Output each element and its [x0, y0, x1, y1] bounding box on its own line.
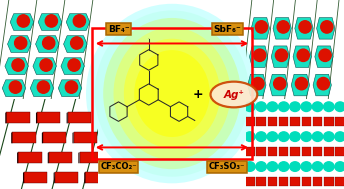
Ellipse shape — [95, 10, 249, 177]
Text: CF₃SO₃⁻: CF₃SO₃⁻ — [209, 162, 245, 171]
Ellipse shape — [86, 4, 258, 183]
Bar — [92, 28, 252, 159]
Ellipse shape — [103, 18, 241, 169]
Text: Ag⁺: Ag⁺ — [224, 90, 244, 99]
Circle shape — [211, 82, 257, 107]
Ellipse shape — [124, 39, 220, 148]
Text: BF₄⁻: BF₄⁻ — [108, 25, 129, 34]
Text: CF₃CO₂⁻: CF₃CO₂⁻ — [100, 162, 137, 171]
Ellipse shape — [134, 50, 210, 137]
Ellipse shape — [114, 27, 230, 160]
Text: SbF₆⁻: SbF₆⁻ — [213, 25, 241, 34]
Text: +: + — [193, 88, 203, 101]
